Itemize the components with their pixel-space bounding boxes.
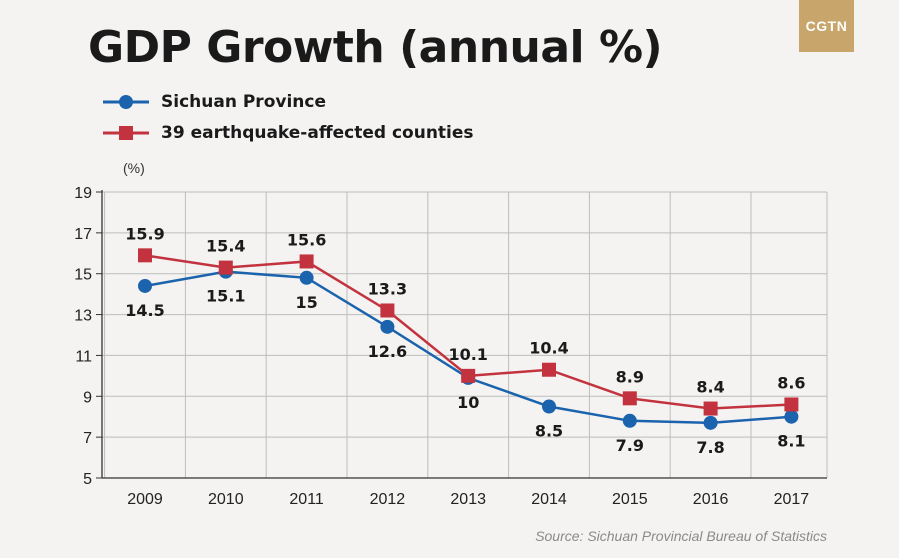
y-tick-label: 15 <box>74 267 92 284</box>
data-point-square <box>218 260 233 275</box>
data-point-square <box>299 254 314 269</box>
legend-circle-marker-icon <box>103 95 149 109</box>
data-label: 8.9 <box>616 367 644 386</box>
cgtn-logo: CGTN <box>799 0 854 52</box>
data-point-circle <box>138 278 152 293</box>
x-tick-label: 2011 <box>289 491 324 508</box>
data-label: 15 <box>295 293 317 312</box>
y-tick-label: 5 <box>83 471 92 488</box>
x-tick-label: 2009 <box>127 491 163 508</box>
data-label: 10.1 <box>448 345 487 364</box>
data-point-circle <box>380 319 395 334</box>
data-label: 13.3 <box>368 279 407 298</box>
y-axis-unit-label: (%) <box>123 160 145 176</box>
y-tick-label: 19 <box>74 185 92 202</box>
y-tick-label: 9 <box>83 389 92 406</box>
legend-item-counties: 39 earthquake-affected counties <box>103 121 474 145</box>
data-label: 7.8 <box>696 438 724 457</box>
y-tick-label: 17 <box>74 226 92 243</box>
data-point-square <box>703 401 718 416</box>
data-label: 8.1 <box>777 432 805 451</box>
data-point-square <box>380 303 395 318</box>
data-label: 15.6 <box>287 230 326 249</box>
chart-title: GDP Growth (annual %) <box>88 22 663 73</box>
data-point-circle <box>703 415 718 430</box>
x-tick-label: 2016 <box>693 491 729 508</box>
data-point-square <box>461 368 476 383</box>
data-point-square <box>622 391 637 406</box>
source-note: Source: Sichuan Provincial Bureau of Sta… <box>535 528 827 544</box>
x-tick-label: 2014 <box>531 491 567 508</box>
legend-square-marker-icon <box>103 126 149 140</box>
data-label: 8.4 <box>696 378 724 397</box>
x-tick-label: 2015 <box>612 491 648 508</box>
data-label: 14.5 <box>125 301 164 320</box>
data-label: 15.4 <box>206 237 245 256</box>
data-point-square <box>138 248 152 263</box>
data-point-square <box>542 362 556 377</box>
series-line-1 <box>144 254 792 410</box>
legend-label-counties: 39 earthquake-affected counties <box>161 123 474 143</box>
data-point-square <box>784 397 799 412</box>
x-tick-label: 2012 <box>370 491 406 508</box>
x-tick-label: 2013 <box>450 491 486 508</box>
data-point-circle <box>542 399 556 414</box>
data-point-circle <box>299 270 314 285</box>
y-tick-label: 13 <box>74 308 92 325</box>
data-point-circle <box>784 409 799 424</box>
data-label: 7.9 <box>616 436 644 455</box>
data-label: 10 <box>457 393 479 412</box>
y-tick-label: 11 <box>75 348 92 365</box>
data-label: 12.6 <box>368 342 407 361</box>
data-label: 10.4 <box>529 339 568 358</box>
data-label: 8.5 <box>535 422 563 441</box>
x-tick-label: 2017 <box>774 491 810 508</box>
data-label: 15.9 <box>125 224 164 243</box>
legend-label-sichuan: Sichuan Province <box>161 92 326 112</box>
legend-item-sichuan: Sichuan Province <box>103 90 326 114</box>
data-label: 15.1 <box>206 287 245 306</box>
y-tick-label: 7 <box>83 430 92 447</box>
x-tick-label: 2010 <box>208 491 244 508</box>
data-label: 8.6 <box>777 373 805 392</box>
data-point-circle <box>622 413 637 428</box>
